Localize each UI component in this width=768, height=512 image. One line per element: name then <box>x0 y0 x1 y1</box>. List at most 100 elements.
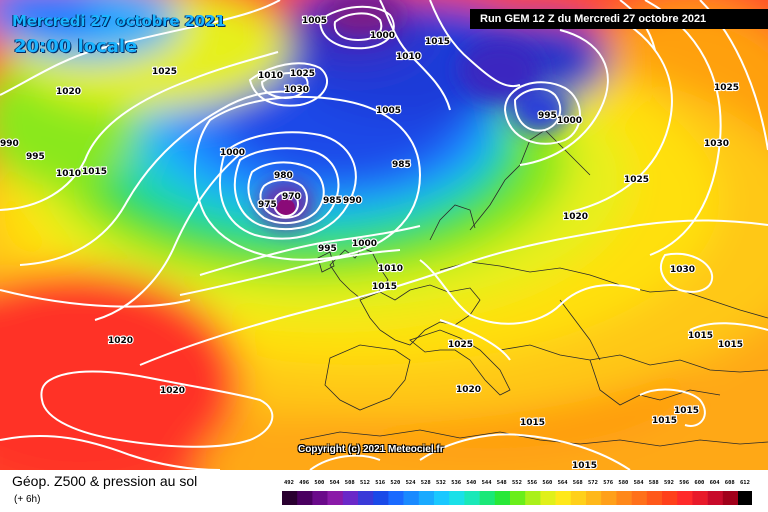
isobar-label: 1015 <box>674 406 699 416</box>
scale-tick-label: 584 <box>634 480 645 486</box>
isobar-label: 1015 <box>520 418 545 428</box>
forecast-date: Mercredi 27 octobre 2021 <box>12 12 226 30</box>
scale-swatch <box>616 491 632 505</box>
isobar-label: 1010 <box>258 71 283 81</box>
isobar-label: 1030 <box>284 85 309 95</box>
scale-tick-label: 552 <box>512 480 522 486</box>
isobar-label: 1005 <box>376 106 401 116</box>
scale-tick-label: 492 <box>284 480 294 486</box>
scale-swatch <box>601 491 617 505</box>
scale-swatch <box>388 491 404 505</box>
scale-tick-label: 564 <box>558 480 569 486</box>
scale-swatch <box>525 491 541 505</box>
scale-swatch <box>327 491 344 505</box>
isobar-label: 1000 <box>557 116 582 126</box>
scale-tick-label: 580 <box>618 480 628 486</box>
legend-title: Géop. Z500 & pression au sol <box>12 473 198 489</box>
scale-swatch <box>510 491 526 505</box>
scale-tick-label: 572 <box>588 480 598 486</box>
copyright-notice: Copyright (c) 2021 Meteociel.fr <box>298 444 444 455</box>
isobar-label: 1020 <box>108 336 133 346</box>
scale-tick-label: 604 <box>710 480 721 486</box>
scale-tick-label: 536 <box>451 480 462 486</box>
scale-tick-label: 612 <box>740 480 750 486</box>
scale-swatch <box>434 491 450 505</box>
z500-field <box>0 0 768 470</box>
scale-tick-label: 516 <box>375 480 386 486</box>
scale-swatch <box>449 491 465 505</box>
isobar-labels: 1005 1000 1015 1010 1025 1030 1010 1005 … <box>0 15 744 470</box>
isobar-label: 990 <box>0 139 19 149</box>
legend-bar: Géop. Z500 & pression au sol (+ 6h) 492 4… <box>0 470 768 512</box>
scale-tick-label: 576 <box>603 480 614 486</box>
isobar-label: 1015 <box>718 340 743 350</box>
isobar-label: 1005 <box>302 16 327 26</box>
scale-tick-label: 496 <box>299 480 310 486</box>
isobar-label: 1025 <box>448 340 473 350</box>
isobar-label: 1010 <box>396 52 421 62</box>
isobar-label: 1030 <box>704 139 729 149</box>
scale-swatch <box>418 491 435 505</box>
isobar-label: 1000 <box>370 31 395 41</box>
scale-swatch <box>282 491 298 505</box>
scale-tick-label: 568 <box>573 480 583 486</box>
isobar-label: 990 <box>343 196 362 206</box>
scale-tick-label: 528 <box>421 480 431 486</box>
scale-tick-label: 524 <box>406 480 417 486</box>
isobar-label: 1010 <box>378 264 403 274</box>
scale-swatch <box>312 491 328 505</box>
scale-swatch <box>677 491 693 505</box>
color-scale: 492 496 500 504 508 512 516 520 524 528 532 536 540 5… <box>282 480 752 505</box>
scale-swatch <box>373 491 389 505</box>
isobar-label: 1000 <box>352 239 377 249</box>
isobar-label: 980 <box>274 171 293 181</box>
scale-tick-label: 596 <box>679 480 690 486</box>
isobar-label: 1015 <box>372 282 397 292</box>
scale-tick-label: 548 <box>497 480 507 486</box>
low-pressure-center <box>277 199 295 217</box>
isobar-label: 970 <box>282 192 301 202</box>
forecast-time: 20:00 locale <box>14 36 138 57</box>
isobar-label: 1000 <box>220 148 245 158</box>
isobar-label: 1025 <box>290 69 315 79</box>
scale-swatch <box>631 491 648 505</box>
isobar-label: 1020 <box>563 212 588 222</box>
scale-tick-label: 520 <box>390 480 400 486</box>
scale-swatch <box>297 491 313 505</box>
isobar-label: 1020 <box>160 386 185 396</box>
scale-swatch <box>464 491 480 505</box>
scale-swatch <box>342 491 359 505</box>
scale-tick-label: 508 <box>345 480 355 486</box>
scale-tick-label: 592 <box>664 480 674 486</box>
isobar-label: 1025 <box>152 67 177 77</box>
isobar-label: 1025 <box>714 83 739 93</box>
isobar-label: 985 <box>392 160 411 170</box>
scale-swatch <box>586 491 602 505</box>
isobar-label: 995 <box>26 152 45 162</box>
isobar-label: 1015 <box>688 331 713 341</box>
isobar-label: 985 <box>323 196 342 206</box>
scale-swatch <box>722 491 739 505</box>
scale-tick-label: 588 <box>649 480 659 486</box>
scale-tick-label: 500 <box>314 480 324 486</box>
weather-map: 1005 1000 1015 1010 1025 1030 1010 1005 … <box>0 0 768 470</box>
scale-swatch <box>555 491 572 505</box>
scale-swatch <box>570 491 587 505</box>
scale-tick-label: 532 <box>436 480 446 486</box>
scale-tick-label: 560 <box>542 480 552 486</box>
isobar-label: 1015 <box>82 167 107 177</box>
scale-tick-label: 608 <box>725 480 735 486</box>
geopotential-map: 1005 1000 1015 1010 1025 1030 1010 1005 … <box>0 0 768 470</box>
scale-tick-label: 556 <box>527 480 538 486</box>
run-info: Run GEM 12 Z du Mercredi 27 octobre 2021 <box>470 9 768 29</box>
scale-swatch <box>646 491 663 505</box>
isobar-label: 1020 <box>456 385 481 395</box>
scale-swatch <box>479 491 496 505</box>
scale-swatch <box>403 491 420 505</box>
scale-swatch <box>540 491 556 505</box>
scale-tick-label: 600 <box>694 480 704 486</box>
isobar-label: 1025 <box>624 175 649 185</box>
scale-swatch <box>738 491 752 505</box>
scale-swatch <box>707 491 724 505</box>
isobar-label: 1020 <box>56 87 81 97</box>
